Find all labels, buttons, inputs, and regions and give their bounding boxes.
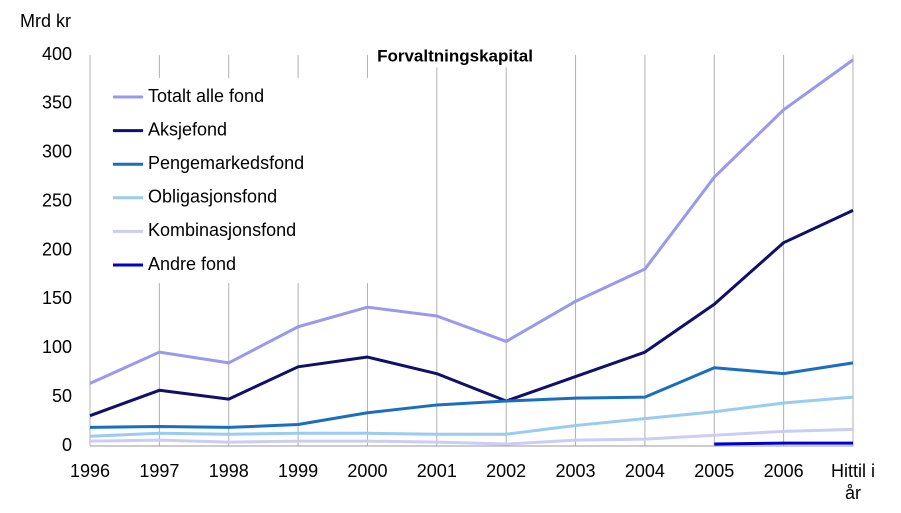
series-line [89, 427, 854, 446]
y-tick-label: 350 [42, 93, 72, 113]
y-tick-label: 100 [42, 337, 72, 357]
title-bg [373, 44, 537, 68]
y-tick-label: 300 [42, 142, 72, 162]
x-tick-label: 2004 [624, 461, 665, 481]
series-line [89, 58, 854, 385]
x-tick-label: 2001 [416, 461, 457, 481]
x-tick-label: 2000 [347, 461, 388, 481]
x-tick-label: 1997 [139, 461, 180, 481]
y-axis-label: Mrd kr [20, 11, 71, 31]
y-tick-label: 0 [62, 435, 72, 455]
legend-label: Kombinasjonsfond [148, 220, 296, 240]
series-line [89, 395, 854, 438]
y-tick-label: 400 [42, 44, 72, 64]
x-tick-label: 1999 [278, 461, 319, 481]
legend-label: Totalt alle fond [148, 86, 264, 106]
legend-box [95, 78, 380, 283]
y-tick-label: 200 [42, 239, 72, 259]
chart-title: Forvaltningskapital [377, 46, 533, 65]
x-tick-label: Hittil i år [831, 461, 875, 503]
legend-label: Pengemarkedsfond [148, 153, 304, 173]
y-tick-label: 50 [52, 386, 72, 406]
legend-label: Aksjefond [148, 119, 227, 139]
x-tick-label: 2002 [486, 461, 527, 481]
x-tick-label: 2005 [694, 461, 735, 481]
series-line [714, 441, 853, 446]
x-tick-label: 1998 [208, 461, 249, 481]
x-tick-label: 2003 [555, 461, 596, 481]
legend-label: Obligasjonsfond [148, 187, 277, 207]
y-tick-label: 150 [42, 288, 72, 308]
series-line [89, 361, 854, 429]
x-tick-label: 2006 [763, 461, 804, 481]
x-tick-label: 1996 [69, 461, 111, 481]
series-line [89, 209, 854, 418]
legend-label: Andre fond [148, 254, 236, 274]
y-tick-label: 250 [42, 190, 72, 210]
